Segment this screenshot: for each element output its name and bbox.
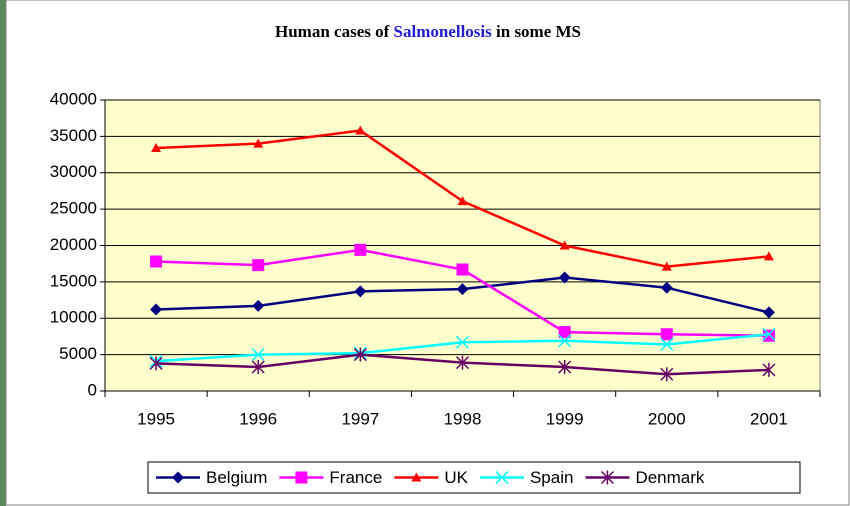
legend-label: Denmark	[635, 468, 704, 487]
marker	[763, 251, 774, 261]
y-tick-label: 10000	[50, 308, 97, 327]
marker	[251, 348, 265, 362]
title-part: in some MS	[492, 22, 581, 41]
marker	[251, 359, 265, 374]
marker	[455, 355, 470, 370]
legend-label: France	[329, 468, 382, 487]
marker	[149, 356, 163, 371]
x-tick-label: 1995	[137, 409, 175, 428]
marker	[456, 263, 469, 276]
marker	[762, 362, 776, 377]
marker	[660, 337, 674, 351]
marker	[558, 334, 572, 348]
x-tick-label: 1998	[444, 409, 482, 428]
marker	[600, 470, 614, 485]
marker	[660, 281, 673, 294]
x-tick-label: 1997	[341, 409, 379, 428]
marker	[411, 472, 422, 482]
marker	[762, 327, 776, 341]
legend-label: Spain	[530, 468, 573, 487]
x-tick-label: 1999	[546, 409, 584, 428]
y-tick-label: 15000	[50, 271, 97, 290]
marker	[661, 261, 672, 271]
y-tick-label: 0	[88, 380, 97, 399]
chart-title: Human cases of Salmonellosis in some MS	[275, 22, 581, 41]
title-highlight: Salmonellosis	[394, 22, 493, 41]
marker	[457, 196, 468, 206]
marker	[172, 471, 184, 484]
title-part: Human cases of	[275, 22, 394, 41]
marker	[558, 326, 571, 339]
y-tick-label: 20000	[50, 235, 97, 254]
legend-label: Belgium	[206, 468, 267, 487]
marker	[150, 255, 163, 268]
marker	[495, 470, 509, 485]
marker	[252, 259, 265, 272]
marker	[456, 283, 469, 296]
y-tick-label: 35000	[50, 126, 97, 145]
marker	[355, 125, 366, 135]
y-tick-label: 40000	[50, 89, 97, 108]
x-tick-label: 2000	[648, 409, 686, 428]
marker	[558, 271, 571, 284]
marker	[660, 328, 673, 341]
marker	[762, 306, 775, 319]
marker	[150, 303, 163, 316]
legend	[147, 461, 801, 494]
marker	[151, 143, 162, 153]
x-tick-label: 2001	[750, 409, 788, 428]
y-tick-label: 5000	[59, 344, 97, 363]
marker	[354, 243, 367, 256]
marker	[252, 299, 265, 312]
marker	[455, 335, 470, 349]
marker	[762, 329, 775, 342]
marker	[253, 138, 264, 148]
x-tick-label: 1996	[239, 409, 277, 428]
legend-label: UK	[444, 468, 468, 487]
marker	[558, 359, 572, 374]
marker	[354, 285, 367, 298]
marker	[295, 471, 308, 484]
page-edge	[0, 0, 6, 506]
marker	[559, 240, 570, 250]
y-tick-label: 30000	[50, 162, 97, 181]
y-tick-label: 25000	[50, 199, 97, 218]
marker	[660, 367, 674, 382]
marker	[353, 347, 367, 362]
